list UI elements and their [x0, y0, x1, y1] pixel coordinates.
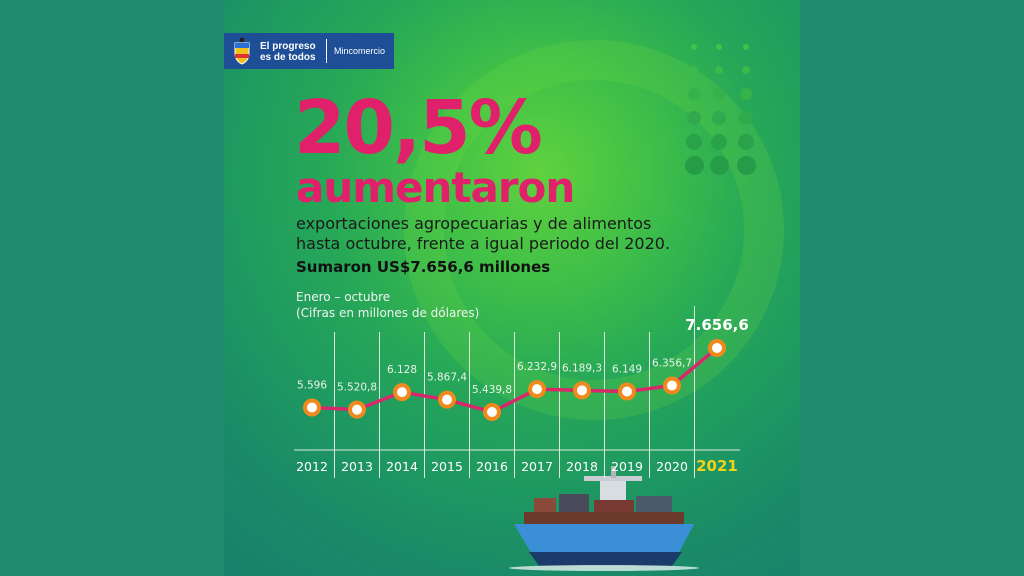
decorative-dot	[716, 44, 722, 50]
x-tick-label: 2020	[656, 459, 688, 474]
data-point	[303, 398, 321, 417]
data-point	[483, 403, 501, 421]
decorative-dot	[688, 88, 700, 100]
logo-divider	[326, 39, 327, 63]
data-label: 6.128	[387, 364, 417, 376]
decorative-dot	[687, 111, 701, 125]
x-tick-label: 2014	[386, 459, 418, 474]
decorative-dot	[737, 133, 755, 151]
x-tick-label: 2021	[696, 457, 738, 475]
headline-description-line2: hasta octubre, frente a igual periodo de…	[296, 234, 671, 253]
decorative-dot	[713, 88, 725, 100]
decorative-dot	[736, 155, 756, 175]
decorative-dot	[741, 65, 751, 75]
data-point	[348, 400, 366, 419]
coat-of-arms-icon	[234, 37, 250, 65]
headline-description-line1: exportaciones agropecuarias y de aliment…	[296, 214, 652, 233]
chart-period: Enero – octubre	[296, 290, 391, 304]
data-point	[618, 382, 636, 401]
x-tick-label: 2012	[296, 459, 328, 474]
chart-units: (Cifras en millones de dólares)	[296, 306, 480, 320]
x-tick-label: 2019	[611, 459, 643, 474]
data-label: 7.656,6	[685, 316, 749, 334]
data-label: 6.232,9	[517, 361, 557, 373]
data-point	[393, 383, 411, 402]
export-line-chart: 5.596 5.520,8 6.128 5.867,4 5.439,8 6.232,9 6.…	[294, 306, 749, 571]
data-label: 5.520,8	[337, 382, 377, 394]
headline-total: Sumaron US$7.656,6 millones	[296, 258, 551, 276]
x-tick-label: 2015	[431, 459, 463, 474]
decorative-dot	[743, 44, 749, 50]
series-line	[311, 346, 719, 414]
decorative-dot	[740, 88, 752, 100]
decorative-dot	[739, 111, 753, 125]
ministry-name: Mincomercio	[334, 46, 386, 56]
data-label: 5.596	[297, 379, 327, 391]
data-label: 6.356,7	[652, 358, 692, 370]
decorative-dot	[689, 65, 699, 75]
data-point	[438, 390, 456, 409]
data-label: 6.149	[612, 364, 642, 376]
logo-slogan-line2: es de todos	[260, 52, 316, 63]
container-ship-icon	[509, 466, 699, 571]
decorative-dot	[691, 44, 697, 50]
decorative-dot	[712, 111, 726, 125]
x-tick-label: 2018	[566, 459, 598, 474]
decorative-dot	[684, 155, 704, 175]
logo-slogan-line1: El progreso	[260, 41, 316, 52]
government-logo-bar: El progreso es de todos Mincomercio	[224, 33, 394, 69]
data-point	[708, 339, 726, 357]
data-point	[663, 376, 681, 395]
data-label: 5.867,4	[427, 372, 467, 384]
infographic-panel: El progreso es de todos Mincomercio 20,5…	[224, 0, 800, 576]
decorative-dot	[710, 133, 728, 151]
headline-percentage: 20,5%	[294, 85, 543, 171]
decorative-dot	[685, 133, 703, 151]
data-label: 6.189,3	[562, 362, 602, 374]
data-point	[573, 381, 591, 400]
x-tick-label: 2017	[521, 459, 553, 474]
decorative-dot	[709, 155, 729, 175]
x-tick-label: 2013	[341, 459, 373, 474]
data-point	[528, 380, 546, 399]
headline-word: aumentaron	[296, 163, 575, 212]
data-label: 5.439,8	[472, 384, 512, 396]
x-tick-label: 2016	[476, 459, 508, 474]
decorative-dot	[714, 65, 724, 75]
